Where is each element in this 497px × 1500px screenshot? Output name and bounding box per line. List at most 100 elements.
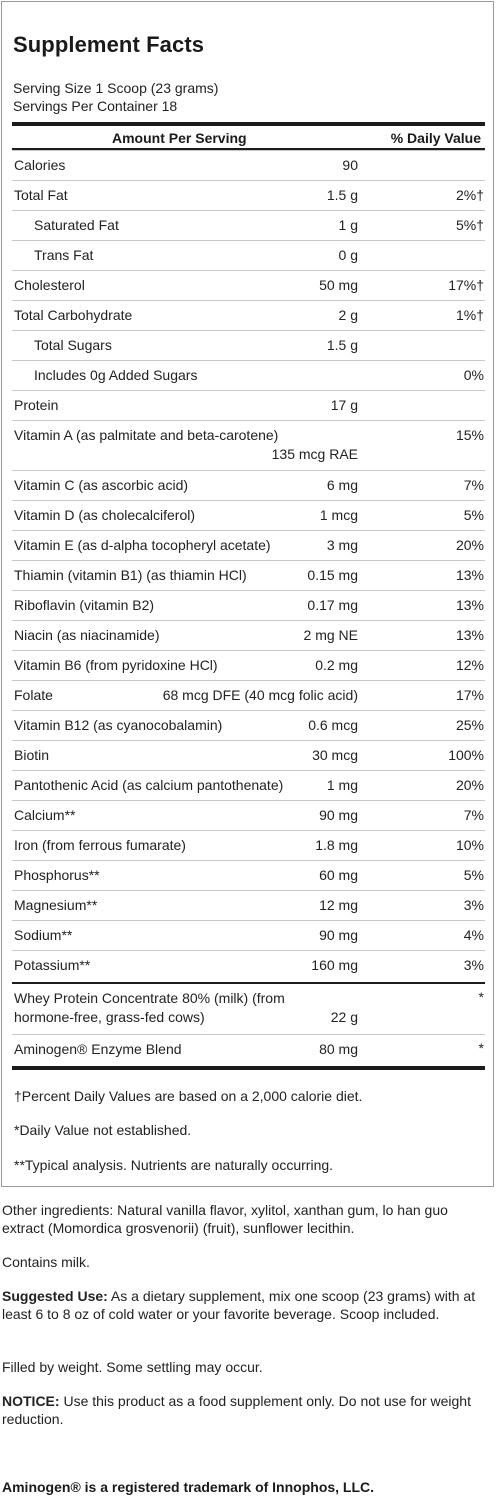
- nutrient-name: Phosphorus**: [14, 867, 100, 883]
- section-rule: [12, 982, 485, 984]
- nutrient-amount: 60 mg: [319, 867, 358, 883]
- nutrient-row: Calcium** 90 mg 7%: [12, 800, 485, 830]
- nutrient-amount: 1 mcg: [319, 507, 358, 523]
- nutrient-dv: 13%: [455, 567, 484, 583]
- nutrient-name: Whey Protein Concentrate 80% (milk) (fro…: [14, 990, 285, 1006]
- suggested-use-text: As a dietary supplement, mix one scoop (…: [2, 1288, 476, 1322]
- nutrient-dv: 5%: [463, 507, 484, 523]
- nutrient-name: Biotin: [14, 747, 50, 763]
- suggested-use: Suggested Use: As a dietary supplement, …: [2, 1287, 488, 1323]
- notice-text: Use this product as a food supplement on…: [2, 1393, 471, 1427]
- nutrient-name: Calcium**: [14, 807, 76, 823]
- supplement-facts-panel: Supplement Facts Serving Size 1 Scoop (2…: [1, 1, 494, 1187]
- other-ingredients: Other ingredients: Natural vanilla flavo…: [2, 1202, 448, 1236]
- nutrient-amount: 1.5 g: [326, 187, 358, 203]
- servings-per-container: Servings Per Container 18: [13, 98, 178, 114]
- nutrient-name: Niacin (as niacinamide): [14, 627, 160, 643]
- nutrient-amount: 90 mg: [319, 927, 358, 943]
- notice-label: NOTICE:: [2, 1393, 60, 1409]
- nutrient-name-continued: hormone-free, grass-fed cows): [14, 1009, 205, 1025]
- nutrient-name: Riboflavin (vitamin B2): [14, 597, 155, 613]
- nutrient-row: Riboflavin (vitamin B2) 0.17 mg 13%: [12, 590, 485, 620]
- nutrient-name: Includes 0g Added Sugars: [34, 367, 198, 383]
- nutrient-amount: 2 g: [338, 307, 358, 323]
- nutrient-dv: 12%: [455, 657, 484, 673]
- nutrient-amount: 0.15 mg: [307, 567, 358, 583]
- nutrient-row: Whey Protein Concentrate 80% (milk) (fro…: [12, 984, 485, 1034]
- nutrient-dv: *: [478, 1040, 484, 1056]
- footnote-rule: [12, 1066, 485, 1070]
- nutrient-name: Total Carbohydrate: [14, 307, 133, 323]
- nutrient-name: Vitamin B6 (from pyridoxine HCl): [14, 657, 218, 673]
- nutrient-name: Vitamin B12 (as cyanocobalamin): [14, 717, 223, 733]
- nutrient-amount: 160 mg: [311, 957, 358, 973]
- nutrient-dv: 3%: [463, 957, 484, 973]
- nutrient-name: Vitamin A (as palmitate and beta-caroten…: [14, 427, 279, 443]
- nutrient-amount: 1.8 mg: [315, 837, 358, 853]
- nutrient-dv: 100%: [448, 747, 484, 763]
- nutrient-amount: 30 mcg: [312, 747, 358, 763]
- nutrient-name: Total Fat: [14, 187, 68, 203]
- nutrient-dv: 4%: [463, 927, 484, 943]
- nutrient-name: Aminogen® Enzyme Blend: [14, 1041, 182, 1057]
- nutrient-name: Potassium**: [14, 957, 91, 973]
- nutrient-row: Magnesium** 12 mg 3%: [12, 890, 485, 920]
- nutrient-dv: 7%: [463, 807, 484, 823]
- nutrient-amount: 0.2 mg: [315, 657, 358, 673]
- nutrient-amount: 1.5 g: [326, 337, 358, 353]
- header-dv: % Daily Value: [390, 130, 481, 146]
- nutrient-dv: 17%: [455, 687, 484, 703]
- nutrient-amount: 50 mg: [319, 277, 358, 293]
- nutrient-row: Protein 17 g: [12, 390, 485, 420]
- nutrient-row: Iron (from ferrous fumarate) 1.8 mg 10%: [12, 830, 485, 860]
- nutrient-amount: 17 g: [330, 397, 358, 413]
- nutrient-name: Calories: [14, 157, 66, 173]
- nutrient-name: Magnesium**: [14, 897, 98, 913]
- nutrient-row: Total Fat 1.5 g 2%†: [12, 180, 485, 210]
- nutrient-amount: 135 mcg RAE: [271, 446, 358, 462]
- nutrient-amount: 90 mg: [319, 807, 358, 823]
- nutrient-amount: 1 g: [338, 217, 358, 233]
- nutrient-name: Protein: [14, 397, 59, 413]
- nutrient-name: Saturated Fat: [34, 217, 119, 233]
- nutrient-row: Phosphorus** 60 mg 5%: [12, 860, 485, 890]
- nutrient-dv: 7%: [463, 477, 484, 493]
- suggested-use-label: Suggested Use:: [2, 1288, 108, 1304]
- nutrient-row: Niacin (as niacinamide) 2 mg NE 13%: [12, 620, 485, 650]
- nutrient-row: Aminogen® Enzyme Blend 80 mg *: [12, 1034, 485, 1064]
- nutrient-row: Vitamin E (as d-alpha tocopheryl acetate…: [12, 530, 485, 560]
- nutrient-amount: 90: [342, 157, 358, 173]
- nutrient-row: Potassium** 160 mg 3%: [12, 950, 485, 982]
- footnote-typical-analysis: **Typical analysis. Nutrients are natura…: [14, 1157, 334, 1173]
- nutrient-dv: 10%: [455, 837, 484, 853]
- nutrient-name: Vitamin C (as ascorbic acid): [14, 477, 189, 493]
- footnote-dv-basis: †Percent Daily Values are based on a 2,0…: [14, 1088, 363, 1104]
- nutrient-dv: 1%†: [455, 307, 484, 323]
- nutrient-amount: 0 g: [338, 247, 358, 263]
- header-amount: Amount Per Serving: [112, 130, 247, 146]
- allergen-statement: Contains milk.: [2, 1254, 90, 1270]
- header-rule: [12, 122, 485, 126]
- nutrient-dv: 20%: [455, 777, 484, 793]
- nutrient-amount: 1 mg: [326, 777, 358, 793]
- trademark-statement: Aminogen® is a registered trademark of I…: [2, 1479, 375, 1495]
- panel-title: Supplement Facts: [13, 32, 205, 57]
- nutrient-name: Iron (from ferrous fumarate): [14, 837, 186, 853]
- fill-statement: Filled by weight. Some settling may occu…: [2, 1359, 263, 1375]
- nutrient-row: Thiamin (vitamin B1) (as thiamin HCl) 0.…: [12, 560, 485, 590]
- nutrient-name: Sodium**: [14, 927, 73, 943]
- nutrient-row: Total Sugars 1.5 g: [12, 330, 485, 360]
- nutrient-row: Total Carbohydrate 2 g 1%†: [12, 300, 485, 330]
- nutrient-dv: 25%: [455, 717, 484, 733]
- nutrient-row: Calories 90: [12, 150, 485, 180]
- nutrient-name: Vitamin E (as d-alpha tocopheryl acetate…: [14, 537, 271, 553]
- nutrient-amount: 80 mg: [319, 1041, 358, 1057]
- nutrient-row: Vitamin D (as cholecalciferol) 1 mcg 5%: [12, 500, 485, 530]
- nutrient-row: Trans Fat 0 g: [12, 240, 485, 270]
- nutrient-dv: *: [478, 989, 484, 1005]
- nutrient-dv: 17%†: [448, 277, 484, 293]
- nutrient-name: Cholesterol: [14, 277, 85, 293]
- serving-size: Serving Size 1 Scoop (23 grams): [13, 80, 219, 96]
- nutrient-name: Total Sugars: [34, 337, 112, 353]
- nutrient-row: Biotin 30 mcg 100%: [12, 740, 485, 770]
